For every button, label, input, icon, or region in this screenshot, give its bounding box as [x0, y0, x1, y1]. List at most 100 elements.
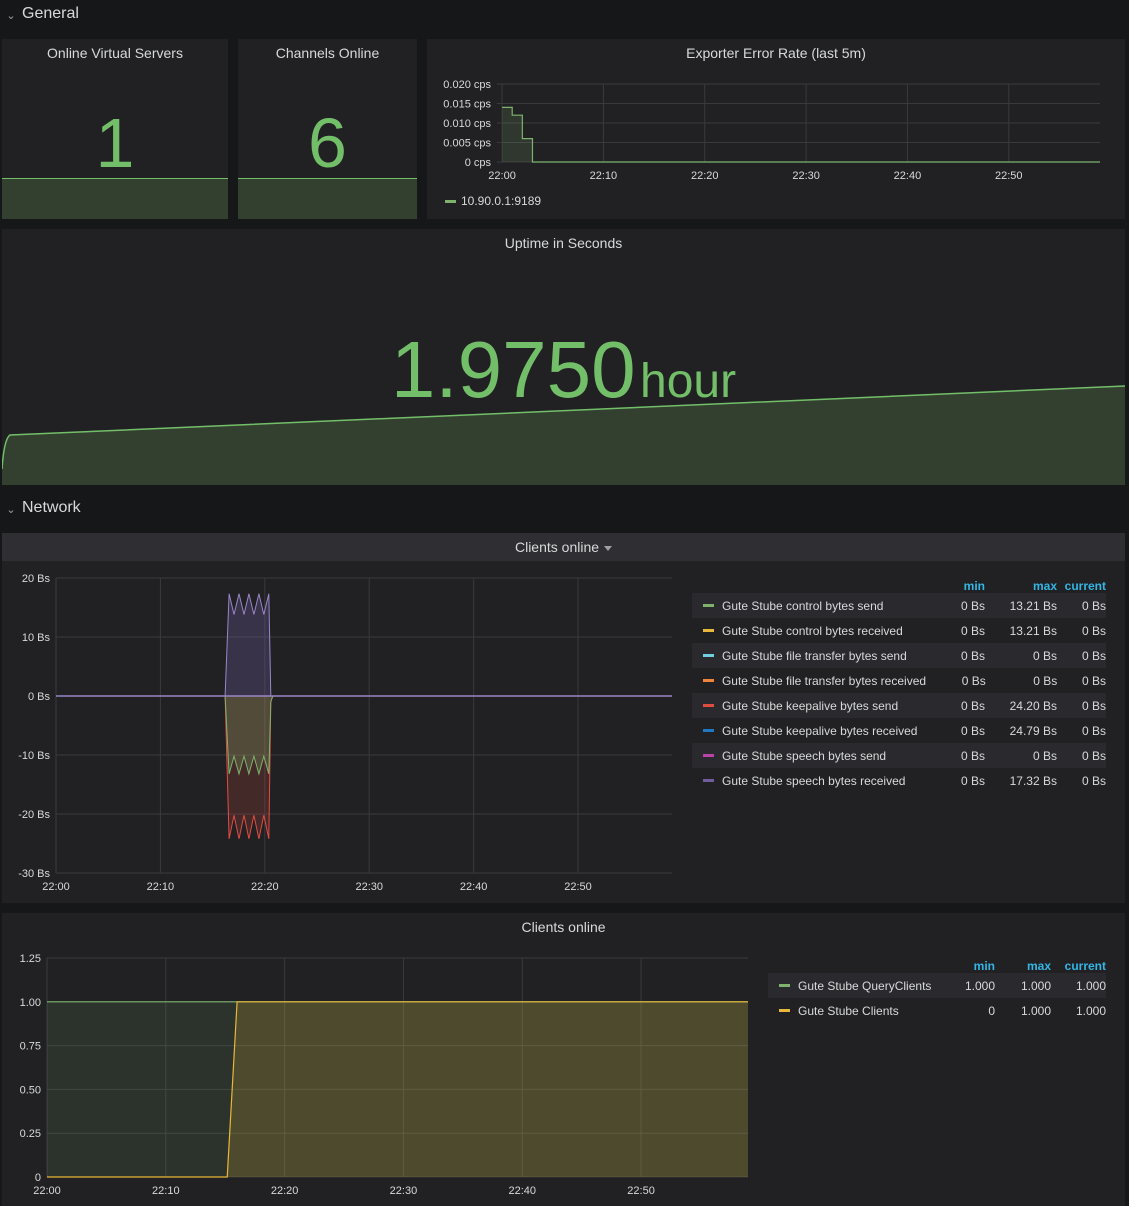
y-tick-label: 0.50 [20, 1084, 41, 1096]
y-tick-label: -20 Bs [18, 809, 50, 821]
panel-title: Clients online [514, 539, 600, 555]
legend-label: 10.90.0.1:9189 [461, 194, 542, 208]
legend-min: 0 Bs [960, 698, 985, 713]
uptime-value: 1.9750 [390, 325, 636, 414]
speech-received-line [224, 593, 273, 697]
panel-title: Online Virtual Servers [47, 45, 183, 61]
stat-value: 1 [95, 104, 135, 182]
keepalive-send-area [225, 696, 273, 839]
legend-max: 24.79 Bs [1009, 723, 1057, 738]
legend-max: 24.20 Bs [1009, 698, 1057, 713]
sparkline [238, 178, 417, 219]
legend-series-name: Gute Stube control bytes received [722, 623, 903, 638]
y-tick-label: 1.00 [20, 997, 41, 1009]
panel-header[interactable]: Clients online [2, 533, 1125, 561]
x-tick-label: 22:00 [488, 170, 516, 182]
panel-title: Clients online [521, 919, 606, 935]
legend-header-max[interactable]: max [1026, 959, 1051, 973]
clients-graph[interactable]: 1.25 1.00 0.75 0.50 0.25 0 22:00 22:10 22:20 22:… [2, 913, 762, 1206]
legend-min: 0 Bs [960, 598, 985, 613]
y-tick-label: 0.015 cps [443, 99, 491, 111]
chevron-down-icon: ⌄ [6, 9, 16, 22]
legend-row[interactable]: Gute Stube file transfer bytes send 0 Bs 0… [692, 643, 1106, 668]
legend-max: 0 Bs [1032, 648, 1057, 663]
x-tick-label: 22:50 [564, 881, 592, 893]
panel-title: Uptime in Seconds [504, 235, 623, 251]
legend-row[interactable]: Gute Stube keepalive bytes received 0 Bs 2… [692, 718, 1106, 743]
legend-row[interactable]: Gute Stube speech bytes send 0 Bs 0 Bs 0 Bs [692, 743, 1106, 768]
uptime-sparkline [2, 385, 1125, 485]
keepalive-send-line [224, 695, 274, 839]
panel-title: Exporter Error Rate (last 5m) [686, 45, 866, 61]
legend-swatch [779, 1009, 790, 1012]
legend-max: 1.000 [1020, 1003, 1051, 1018]
legend-row[interactable]: Gute Stube file transfer bytes received 0… [692, 668, 1106, 693]
legend-row[interactable]: Gute Stube control bytes send 0 Bs 13.21 B… [692, 593, 1106, 618]
legend-series-name: Gute Stube file transfer bytes received [721, 673, 927, 688]
legend-row[interactable]: Gute Stube Clients 0 1.000 1.000 [768, 998, 1106, 1023]
legend-header-current[interactable]: current [1064, 959, 1106, 973]
x-tick-label: 22:10 [152, 1185, 180, 1197]
legend-row[interactable]: Gute Stube speech bytes received 0 Bs 17.3… [692, 768, 1106, 793]
y-tick-label: 20 Bs [22, 573, 51, 585]
y-tick-label: 1.25 [20, 953, 41, 965]
uptime-value-wrap: 1.9750 hour [2, 325, 1125, 415]
row-network[interactable]: ⌄ Network [0, 494, 80, 522]
legend-header-min[interactable]: min [963, 579, 985, 593]
x-tick-label: 22:50 [995, 170, 1023, 182]
row-general[interactable]: ⌄ General [0, 0, 79, 28]
legend-min: 0 Bs [960, 623, 985, 638]
x-tick-label: 22:20 [691, 170, 719, 182]
legend-current: 1.000 [1075, 978, 1106, 993]
control-send-line [224, 695, 274, 776]
legend-swatch [779, 984, 790, 987]
legend-item[interactable]: 10.90.0.1:9189 [445, 194, 541, 208]
legend-max: 0 Bs [1033, 673, 1058, 688]
legend-current: 0 Bs [1081, 723, 1106, 738]
legend-header-current[interactable]: current [1064, 579, 1106, 593]
legend-current: 0 Bs [1081, 598, 1106, 613]
control-send-area [225, 696, 273, 774]
x-tick-label: 22:40 [508, 1185, 536, 1197]
legend-series-name: Gute Stube keepalive bytes received [722, 723, 918, 738]
y-tick-label: 0 Bs [28, 691, 51, 703]
y-tick-label: 0.020 cps [443, 79, 491, 91]
x-tick-label: 22:20 [251, 881, 279, 893]
legend-series-name: Gute Stube Clients [798, 1003, 899, 1018]
panel-exporter-error-rate: Exporter Error Rate (last 5m) 0.020 cps 0… [427, 39, 1125, 219]
error-rate-area [502, 107, 1100, 162]
panel-title: Channels Online [275, 45, 380, 61]
y-tick-label: 10 Bs [22, 632, 51, 644]
sparkline [2, 178, 228, 219]
legend-current: 1.000 [1075, 1003, 1106, 1018]
legend-max: 17.32 Bs [1009, 773, 1057, 788]
legend-max: 13.21 Bs [1009, 598, 1057, 613]
legend-row[interactable]: Gute Stube control bytes received 0 Bs 13.… [692, 618, 1106, 643]
legend-row[interactable]: Gute Stube keepalive bytes send 0 Bs 24.20… [692, 693, 1106, 718]
stat-value: 6 [308, 104, 347, 182]
x-tick-label: 22:10 [590, 170, 618, 182]
legend-current: 0 Bs [1081, 648, 1106, 663]
clients-legend: min max current Gute Stube QueryClients 1… [768, 951, 1106, 1023]
x-tick-label: 22:30 [355, 881, 383, 893]
panel-clients-online: Clients online 1.25 1.00 0.75 0.50 0.25 0 22:… [2, 913, 1125, 1206]
legend-header-min[interactable]: min [973, 959, 995, 973]
error-rate-graph[interactable]: 0.020 cps 0.015 cps 0.010 cps 0.005 cps 0 cp… [427, 39, 1125, 219]
network-graph[interactable]: 20 Bs 10 Bs 0 Bs -10 Bs -20 Bs -30 Bs 22:00 22… [2, 533, 682, 903]
error-rate-line [502, 106, 1100, 163]
x-tick-label: 22:40 [894, 170, 922, 182]
legend-header-max[interactable]: max [1032, 579, 1057, 593]
legend-swatch [703, 604, 714, 607]
legend-row[interactable]: Gute Stube QueryClients 1.000 1.000 1.000 [768, 973, 1106, 998]
uptime-unit: hour [640, 355, 737, 408]
clients-line [47, 1001, 748, 1178]
legend-min: 1.000 [964, 978, 995, 993]
legend-swatch [703, 779, 714, 782]
legend-series-name: Gute Stube keepalive bytes send [722, 698, 899, 713]
legend-header: min max current [692, 571, 1106, 593]
legend-swatch [703, 729, 714, 732]
legend-current: 0 Bs [1081, 773, 1106, 788]
panel-network-traffic: Clients online 20 Bs 10 Bs 0 Bs -10 Bs -20 B… [2, 533, 1125, 903]
x-tick-label: 22:00 [42, 881, 70, 893]
panel-online-virtual-servers: Online Virtual Servers 1 [2, 39, 228, 219]
